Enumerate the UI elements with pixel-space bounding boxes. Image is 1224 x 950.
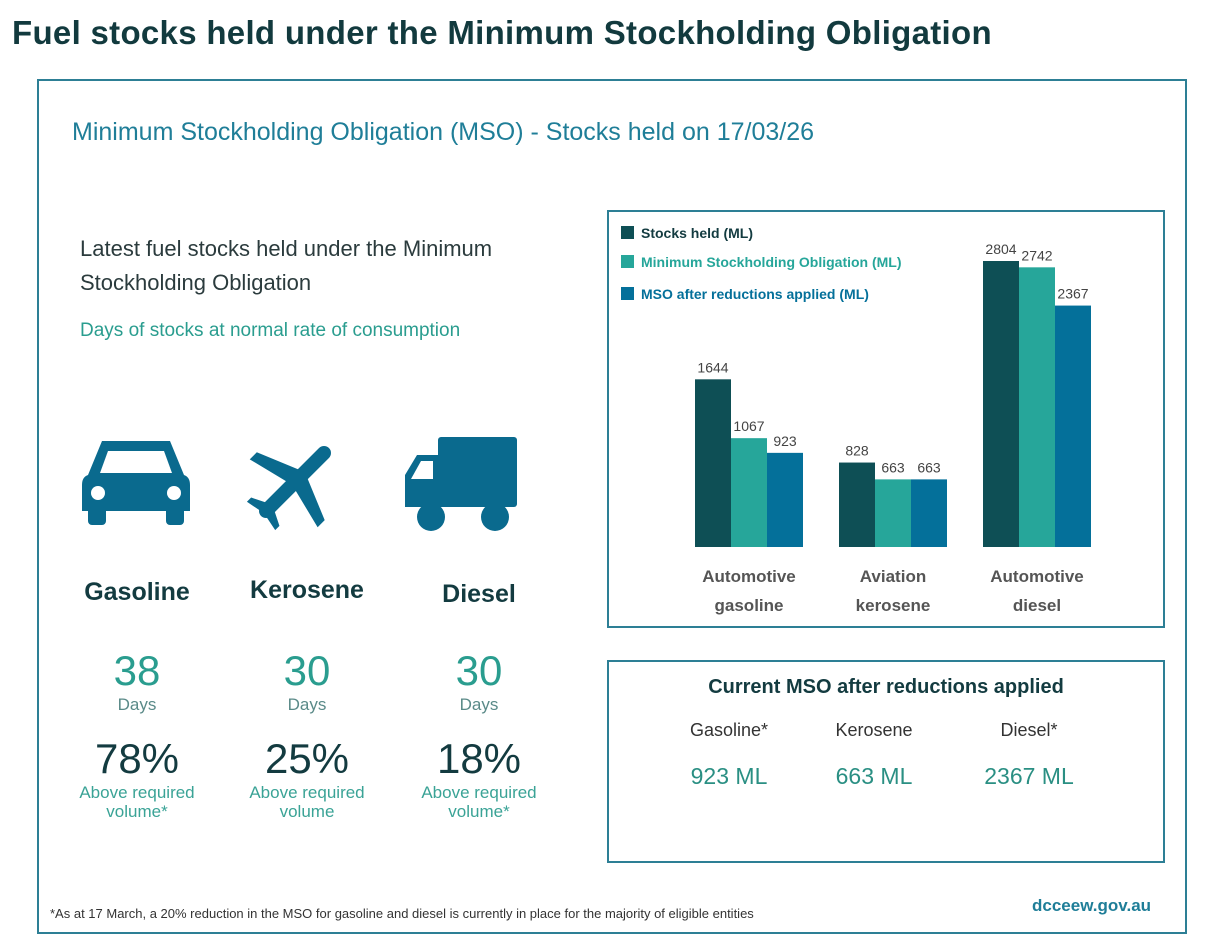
pct-value: 25% <box>264 735 350 782</box>
above-label: Above required volume* <box>79 783 195 821</box>
legend-swatch <box>621 226 634 239</box>
data-label: 2804 <box>985 241 1016 257</box>
mso-value: 663 ML <box>835 763 913 789</box>
chart-box: Stocks held (ML) 1644 828 2804 Minimum Stock… <box>607 210 1165 628</box>
bar <box>983 261 1019 547</box>
category-label: gasoline <box>715 596 784 615</box>
mso-gasoline: Gasoline* 923 ML <box>654 720 804 790</box>
pct-value: 18% <box>436 735 522 782</box>
mso-title: Current MSO after reductions applied <box>708 676 1064 698</box>
mso-label: Kerosene <box>835 720 913 740</box>
fuel-kerosene: Kerosene 30 Days 25% Above required volu… <box>222 576 392 821</box>
bar <box>695 379 731 547</box>
page-title: Fuel stocks held under the Minimum Stock… <box>12 14 992 51</box>
days-value: 38 <box>113 647 161 694</box>
bar-chart: Stocks held (ML) 1644 828 2804 Minimum Stock… <box>621 225 1091 615</box>
bar <box>911 479 947 547</box>
mso-value: 923 ML <box>690 763 768 789</box>
days-caption: Days of stocks at normal rate of consump… <box>80 320 461 341</box>
category-label: Automotive <box>702 567 796 586</box>
category-label: kerosene <box>856 596 931 615</box>
data-label: 1644 <box>697 359 728 375</box>
legend-swatch <box>621 287 634 300</box>
footnote: *As at 17 March, a 20% reduction in the … <box>50 906 754 921</box>
bar <box>731 438 767 547</box>
data-label: 663 <box>917 459 941 475</box>
infographic-frame <box>37 79 1187 934</box>
fuel-name: Diesel <box>442 580 516 608</box>
category-label: Aviation <box>860 567 926 586</box>
days-label: Days <box>117 695 157 714</box>
category-label: Automotive <box>990 567 1084 586</box>
data-label: 663 <box>881 459 905 475</box>
mso-box: Current MSO after reductions applied Gas… <box>607 660 1165 863</box>
category-label: diesel <box>1013 596 1061 615</box>
data-label: 1067 <box>733 418 764 434</box>
days-label: Days <box>459 695 499 714</box>
days-value: 30 <box>455 647 503 694</box>
site-link[interactable]: dcceew.gov.au <box>1032 896 1152 915</box>
mso-diesel: Diesel* 2367 ML <box>954 720 1104 790</box>
fuel-name: Gasoline <box>84 578 190 606</box>
bar <box>839 462 875 547</box>
fuel-diesel: Diesel 30 Days 18% Above required volume… <box>394 580 564 821</box>
legend-swatch <box>621 255 634 268</box>
latest-heading: Latest fuel stocks held under the Minimu… <box>80 236 493 295</box>
above-label: Above required volume <box>249 783 365 821</box>
mso-label: Diesel* <box>1000 720 1058 740</box>
days-label: Days <box>287 695 327 714</box>
legend-label: Stocks held (ML) <box>641 225 753 241</box>
mso-label: Gasoline* <box>689 720 769 740</box>
days-value: 30 <box>283 647 331 694</box>
fuel-name: Kerosene <box>250 576 364 604</box>
above-label: Above required volume* <box>421 783 537 821</box>
data-label: 2742 <box>1021 247 1052 263</box>
truck-icon <box>405 437 517 531</box>
pct-value: 78% <box>94 735 180 782</box>
bar <box>875 479 911 547</box>
legend-label: MSO after reductions applied (ML) <box>641 286 869 302</box>
data-label: 2367 <box>1057 286 1088 302</box>
bar <box>1019 267 1055 547</box>
fuel-gasoline: Gasoline 38 Days 78% Above required volu… <box>52 578 222 821</box>
bar <box>1055 305 1091 547</box>
data-label: 828 <box>845 443 869 459</box>
data-label: 923 <box>773 433 797 449</box>
mso-kerosene: Kerosene 663 ML <box>799 720 949 790</box>
bar <box>767 452 803 547</box>
infographic-subtitle: Minimum Stockholding Obligation (MSO) - … <box>72 118 815 146</box>
car-icon <box>82 441 190 525</box>
legend-label: Minimum Stockholding Obligation (ML) <box>641 254 902 270</box>
mso-value: 2367 ML <box>984 763 1074 789</box>
airplane-icon <box>246 446 331 531</box>
